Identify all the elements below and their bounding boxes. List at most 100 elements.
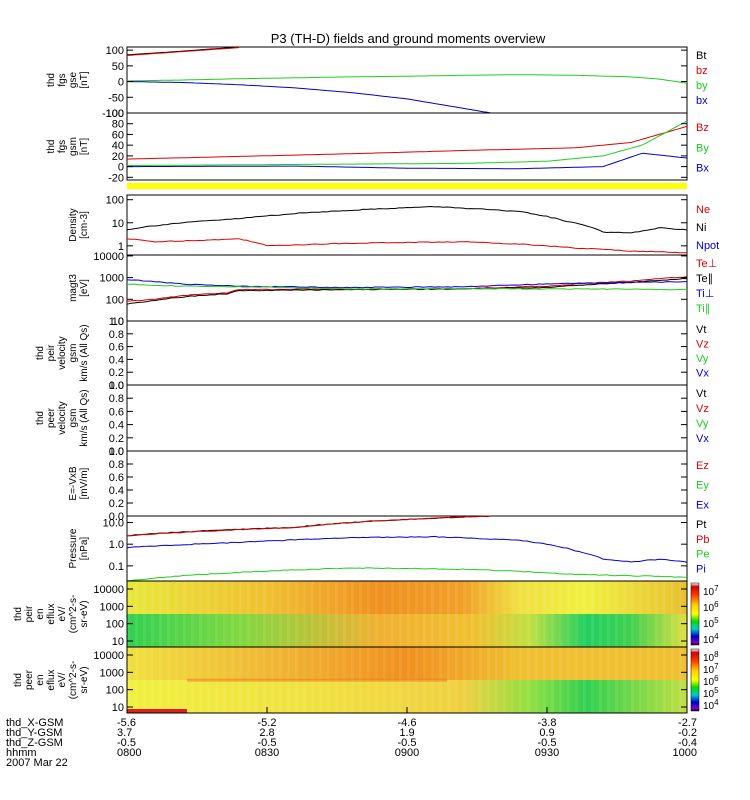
heatmap-streak [159, 581, 162, 647]
y-axis-label: eflux [46, 603, 57, 624]
colorbar-exponent: 7 [714, 584, 719, 593]
x-tick-label: 1.9 [399, 727, 414, 739]
heatmap-streak [335, 581, 338, 647]
y-tick-label: 10 [112, 702, 124, 714]
legend-Pi: Pi [696, 563, 706, 575]
heatmap-streak [527, 581, 530, 647]
heatmap-streak [671, 581, 674, 647]
y-tick-label: 1.0 [109, 316, 124, 328]
heatmap-streak [479, 581, 482, 647]
y-tick-label: 0.6 [109, 472, 124, 484]
legend-By: By [696, 142, 709, 154]
x-row-label: thd_Y-GSM [6, 727, 62, 739]
y-tick-label: 80 [112, 119, 124, 131]
date-label: 2007 Mar 22 [6, 757, 68, 769]
heatmap-streak [663, 581, 666, 647]
heatmap-streak [351, 581, 354, 647]
y-tick-label: 10000 [93, 650, 124, 662]
heatmap-streak [599, 581, 602, 647]
series-Ni [126, 205, 688, 234]
x-tick-label: -0.4 [678, 737, 697, 749]
x-tick-label: 0930 [535, 747, 559, 759]
legend-Vt: Vt [696, 388, 706, 400]
y-tick-label: 100 [106, 45, 124, 57]
y-tick-label: 20 [112, 151, 124, 163]
heatmap-streak [559, 647, 562, 713]
heatmap-streak [503, 581, 506, 647]
legend-Ex: Ex [696, 499, 709, 511]
legend-Vy: Vy [696, 418, 709, 430]
colorbar-exponent: 5 [714, 616, 719, 625]
y-axis-label: en [35, 608, 46, 619]
y-axis-label: fgs [57, 73, 68, 86]
heatmap-streak [623, 647, 626, 713]
y-tick-label: 10 [112, 636, 124, 648]
y-tick-label: 10 [112, 316, 124, 328]
y-axis-label: magt3 [68, 274, 79, 302]
heatmap-streak [167, 647, 170, 713]
heatmap-upper [127, 581, 687, 614]
heatmap-streak [207, 581, 210, 647]
x-tick-label: -3.8 [538, 717, 557, 729]
y-axis-label: km/s (All Qs) [79, 389, 90, 446]
heatmap-streak [495, 647, 498, 713]
heatmap-streak [471, 647, 474, 713]
y-tick-label: 1000 [100, 667, 124, 679]
panel-frame [126, 112, 688, 181]
heatmap-streak [567, 581, 570, 647]
y-tick-label: 60 [112, 129, 124, 141]
heatmap-streak [503, 647, 506, 713]
legend-Pb: Pb [696, 534, 709, 546]
heatmap-lower [127, 614, 687, 647]
y-tick-label: 0.2 [109, 433, 124, 445]
y-axis-label: gsm [68, 137, 79, 156]
y-tick-label: 0.0 [109, 380, 124, 392]
heatmap-streak [135, 647, 138, 713]
heatmap-streak [183, 581, 186, 647]
heatmap-streak [647, 647, 650, 713]
heatmap-streak [487, 647, 490, 713]
x-tick-label: -4.6 [398, 717, 417, 729]
series-Te∥ [126, 277, 688, 305]
heatmap-band [127, 709, 187, 713]
y-tick-label: 0.0 [109, 511, 124, 523]
y-tick-label: 1.0 [109, 380, 124, 392]
y-axis-label: [nT] [79, 71, 90, 88]
x-tick-label: -2.7 [678, 717, 697, 729]
series-Ti∥ [126, 283, 688, 291]
plot-title: P3 (TH-D) fields and ground moments over… [271, 31, 546, 46]
y-axis-label: thd [13, 673, 24, 687]
heatmap-streak [495, 581, 498, 647]
y-axis-label: thd [35, 411, 46, 425]
x-row-label: thd_X-GSM [6, 717, 63, 729]
heatmap-streak [447, 581, 450, 647]
heatmap-streak [143, 581, 146, 647]
series-Bz [126, 125, 688, 160]
y-tick-label: 1000 [100, 601, 124, 613]
colorbar-exponent: 6 [714, 674, 719, 683]
x-tick-label: 0830 [255, 747, 279, 759]
series-Pi [126, 535, 688, 563]
heatmap-streak [215, 581, 218, 647]
legend-Te∥: Te∥ [696, 273, 713, 285]
legend-Bt: Bt [696, 50, 706, 62]
y-tick-label: 100 [106, 108, 124, 120]
y-tick-label: 100 [106, 619, 124, 631]
heatmap-streak [559, 581, 562, 647]
y-tick-label: 0 [118, 77, 124, 89]
y-tick-label: 1 [118, 241, 124, 253]
y-tick-label: 100 [106, 685, 124, 697]
heatmap-streak [223, 581, 226, 647]
heatmap-streak [615, 581, 618, 647]
legend-Vy: Vy [696, 353, 709, 365]
series-bx [127, 81, 492, 114]
x-row-label: hhmm [6, 747, 37, 759]
y-axis-label: peir [46, 344, 57, 361]
y-axis-label: peer [24, 669, 35, 690]
heatmap-streak [631, 647, 634, 713]
y-axis-label: velocity [57, 336, 68, 369]
series-Pe [126, 567, 688, 582]
y-axis-label: peir [24, 605, 35, 622]
legend-Ti∥: Ti∥ [696, 303, 710, 315]
